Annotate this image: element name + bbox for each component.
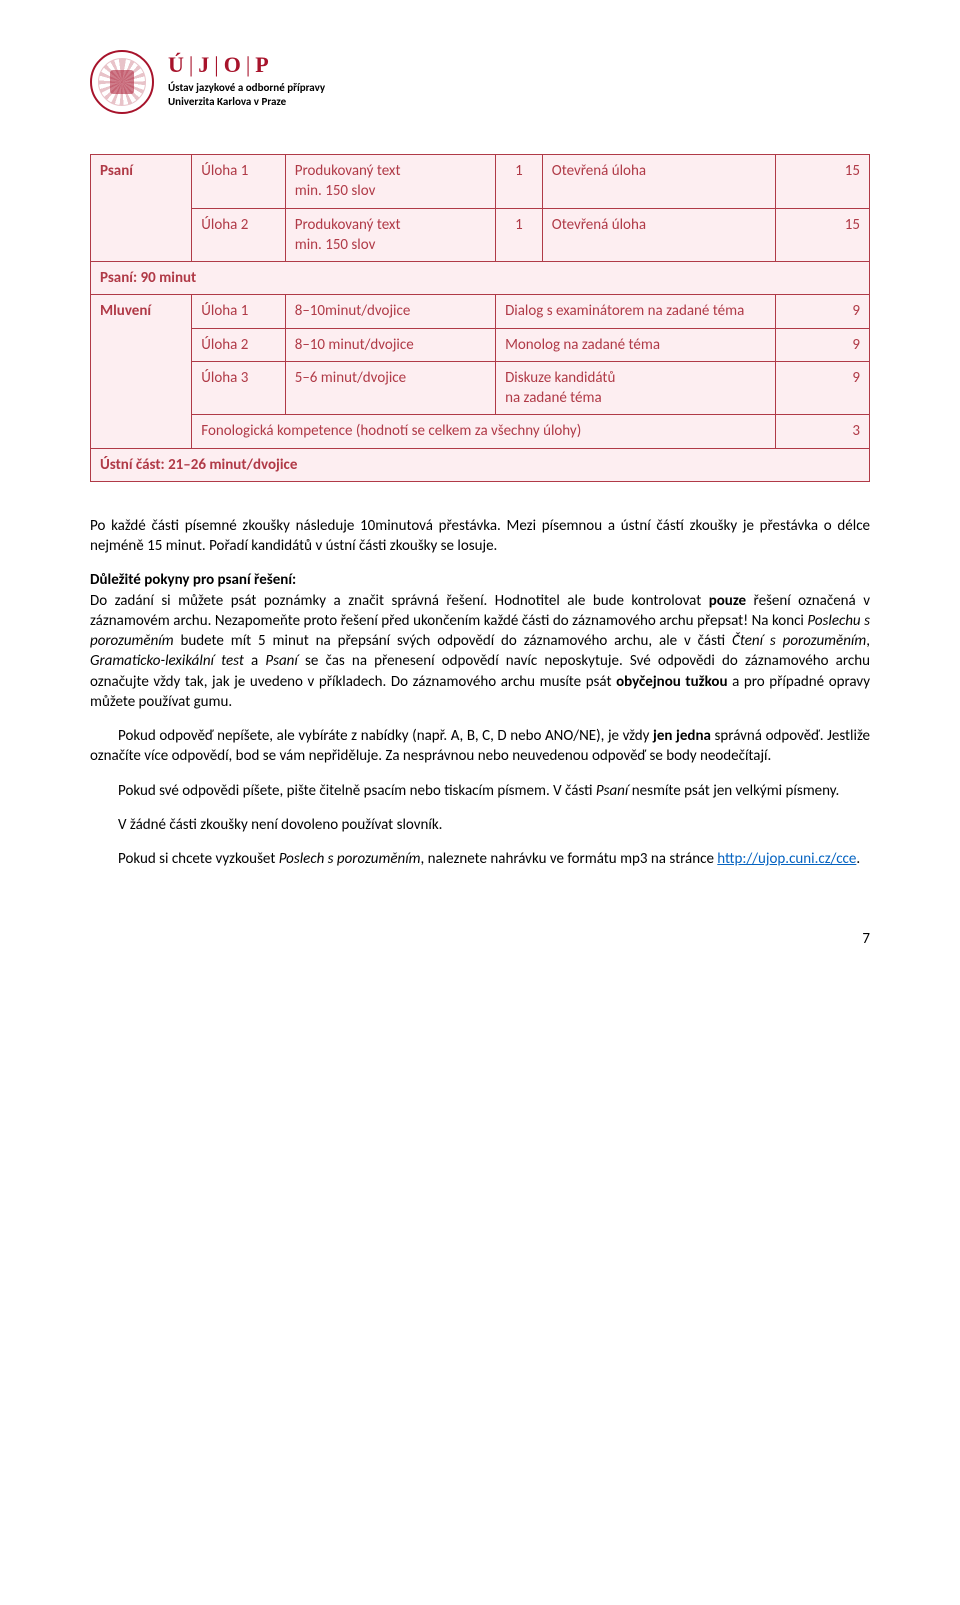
task-cell: Úloha 3 [192,361,285,415]
format-cell: 5–6 minut/dvojice [285,361,495,415]
instructions-heading: Důležité pokyny pro psaní řešení: [90,571,296,589]
italic-run: Gramaticko-lexikální test [90,652,244,670]
section-cell [91,361,192,415]
points-cell: 9 [776,361,870,415]
section-cell [91,208,192,262]
university-seal-icon [90,50,154,114]
paragraph: V žádné části zkoušky není dovoleno použ… [90,815,870,835]
text-run: V žádné části zkoušky není dovoleno použ… [118,816,442,834]
psani-time-cell: Psaní: 90 minut [91,262,870,295]
text-run: Pokud si chcete vyzkoušet [118,850,279,868]
paragraph: Pokud své odpovědi píšete, pište čitelně… [90,781,870,801]
text-run: Pokud odpověď nepíšete, ale vybíráte z n… [118,727,653,745]
section-cell: Mluvení [91,295,192,328]
brand-letter: J [198,52,211,77]
text-run: Do zadání si můžete psát poznámky a znač… [90,592,709,610]
brand-letter: O [224,52,243,77]
phonology-row: Fonologická kompetence (hodnotí se celke… [91,415,870,448]
logo-brand: Ú|J|O|P [168,50,325,80]
desc-cell: Diskuze kandidátů na zadané téma [496,361,776,415]
italic-run: Psaní [596,782,628,800]
points-cell: 15 [776,208,870,262]
italic-run: Poslech s porozuměním [279,850,421,868]
bold-run: obyčejnou tužkou [616,673,727,691]
points-cell: 9 [776,295,870,328]
paragraph: Důležité pokyny pro psaní řešení: Do zad… [90,570,870,712]
section-cell [91,415,192,448]
task-cell: Úloha 1 [192,295,285,328]
format-cell: 8–10 minut/dvojice [285,328,495,361]
task-cell: Úloha 2 [192,328,285,361]
count-cell: 1 [496,208,543,262]
format-cell: 8–10minut/dvojice [285,295,495,328]
italic-run: Psaní [265,652,297,670]
text-run: Pokud své odpovědi píšete, pište čitelně… [118,782,596,800]
ustni-time-row: Ústní část: 21–26 minut/dvojice [91,448,870,481]
text-run: . [856,850,860,868]
task-cell: Úloha 2 [192,208,285,262]
psani-time-row: Psaní: 90 minut [91,262,870,295]
text-run: , [866,632,870,650]
text-run: Po každé části písemné zkoušky následuje… [90,517,870,555]
paragraph: Pokud odpověď nepíšete, ale vybíráte z n… [90,726,870,767]
type-cell: Otevřená úloha [542,155,776,209]
table-row: Úloha 2 Produkovaný text min. 150 slov 1… [91,208,870,262]
text-run: nesmíte psát jen velkými písmeny. [628,782,839,800]
paragraph: Po každé části písemné zkoušky následuje… [90,516,870,557]
body-text: Po každé části písemné zkoušky následuje… [90,516,870,870]
table-row: Úloha 2 8–10 minut/dvojice Monolog na za… [91,328,870,361]
desc-cell: Dialog s examinátorem na zadané téma [496,295,776,328]
brand-letter: P [255,52,270,77]
phonology-cell: Fonologická kompetence (hodnotí se celke… [192,415,776,448]
bold-run: jen jedna [653,727,711,745]
type-cell: Otevřená úloha [542,208,776,262]
text-run: budete mít 5 minut na přepsání svých odp… [174,632,732,650]
logo-subtitle-1: Ústav jazykové a odborné přípravy [168,81,325,95]
format-cell: Produkovaný text min. 150 slov [285,208,495,262]
desc-cell: Monolog na zadané téma [496,328,776,361]
text-run: a [244,652,266,670]
paragraph: Pokud si chcete vyzkoušet Poslech s poro… [90,849,870,869]
brand-letter: Ú [168,52,186,77]
points-cell: 9 [776,328,870,361]
section-cell: Psaní [91,155,192,209]
text-run: , naleznete nahrávku ve formátu mp3 na s… [421,850,718,868]
italic-run: Čtení s porozuměním [732,632,866,650]
cce-link[interactable]: http://ujop.cuni.cz/cce [717,850,856,868]
points-cell: 3 [776,415,870,448]
count-cell: 1 [496,155,543,209]
bold-run: pouze [709,592,746,610]
table-row: Psaní Úloha 1 Produkovaný text min. 150 … [91,155,870,209]
format-cell: Produkovaný text min. 150 slov [285,155,495,209]
table-row: Mluvení Úloha 1 8–10minut/dvojice Dialog… [91,295,870,328]
page-header: Ú|J|O|P Ústav jazykové a odborné příprav… [90,50,870,114]
section-cell [91,328,192,361]
table-row: Úloha 3 5–6 minut/dvojice Diskuze kandid… [91,361,870,415]
points-cell: 15 [776,155,870,209]
page-number: 7 [90,929,870,949]
logo-text-block: Ú|J|O|P Ústav jazykové a odborné příprav… [168,50,325,109]
ustni-time-cell: Ústní část: 21–26 minut/dvojice [91,448,870,481]
task-cell: Úloha 1 [192,155,285,209]
exam-table: Psaní Úloha 1 Produkovaný text min. 150 … [90,154,870,482]
logo-subtitle-2: Univerzita Karlova v Praze [168,95,325,109]
